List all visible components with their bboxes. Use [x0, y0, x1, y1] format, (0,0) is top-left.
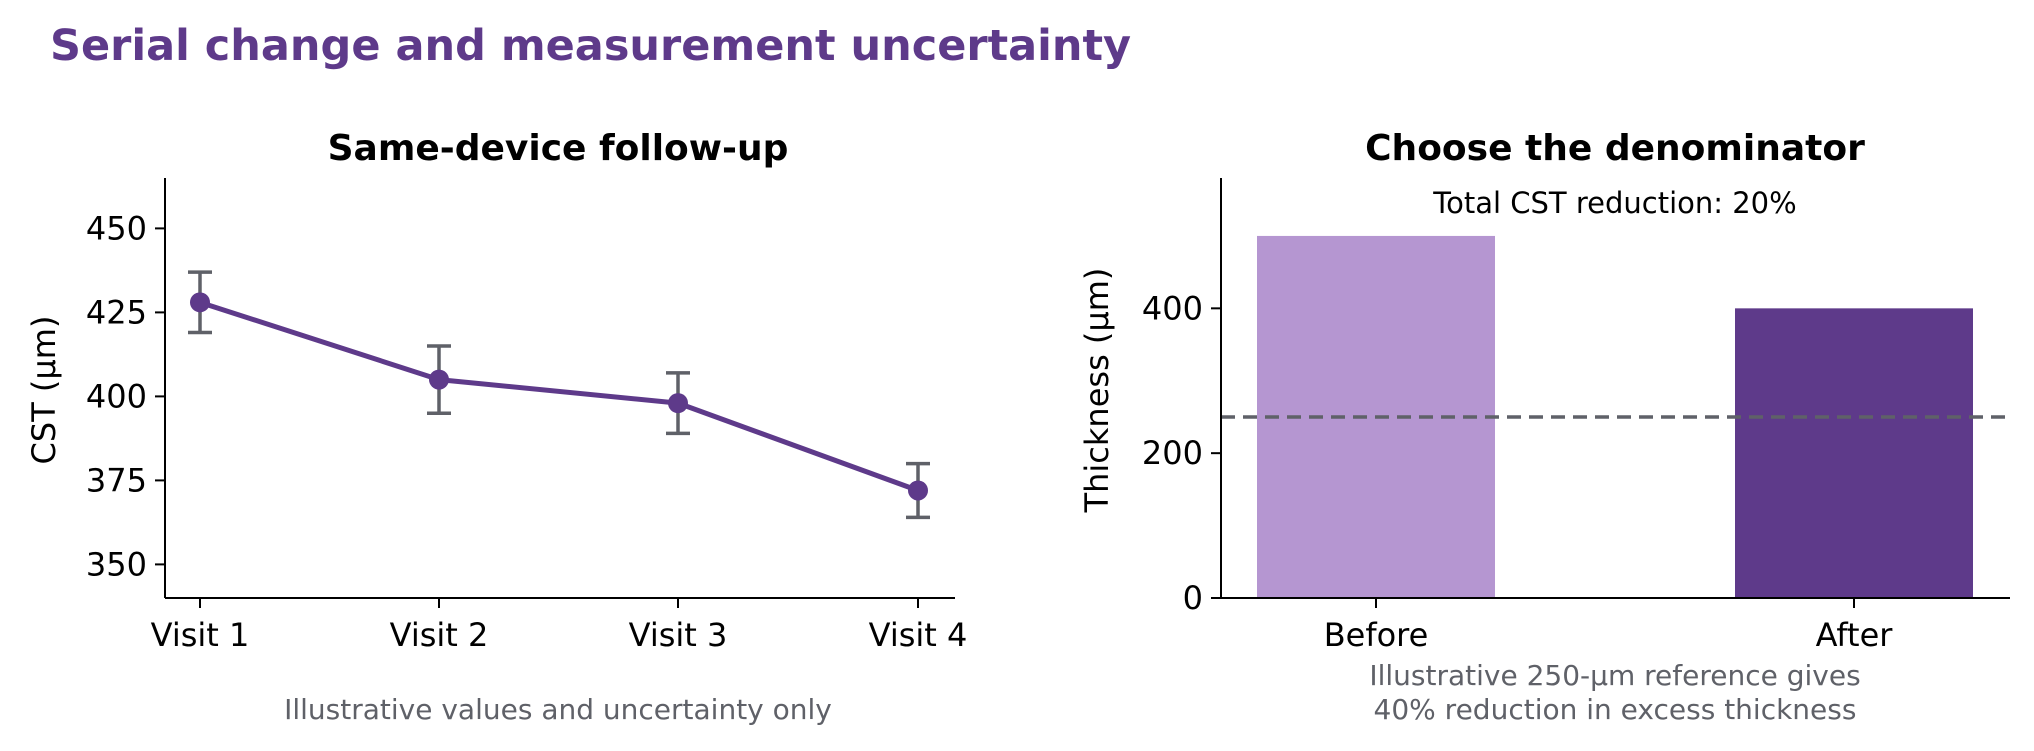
y-tick-label: 400 — [86, 377, 147, 415]
x-tick-label: After — [1816, 616, 1894, 654]
reduction-annotation: Total CST reduction: 20% — [1432, 186, 1796, 220]
data-point — [429, 369, 449, 390]
figure-title: Serial change and measurement uncertaint… — [50, 21, 1131, 71]
x-tick-label: Visit 1 — [151, 616, 250, 654]
x-tick-label: Before — [1324, 616, 1429, 654]
right-note-line-1: Illustrative 250-µm reference gives — [1369, 659, 1860, 692]
data-point — [668, 393, 688, 414]
y-tick-label: 350 — [86, 545, 147, 583]
y-tick-label: 200 — [1142, 434, 1203, 472]
y-tick-label: 400 — [1142, 289, 1203, 327]
bar-after — [1735, 308, 1973, 598]
left-y-axis-label: CST (µm) — [25, 316, 63, 465]
series-line — [199, 299, 919, 493]
left-series — [188, 270, 930, 520]
left-panel: Same-device follow-up CST (µm) 350 375 400… — [25, 128, 967, 726]
right-note-line-2: 40% reduction in excess thickness — [1374, 693, 1857, 726]
left-chart-title: Same-device follow-up — [328, 128, 789, 169]
x-tick-label: Visit 4 — [869, 616, 968, 654]
right-panel: Choose the denominator Total CST reducti… — [1078, 128, 2010, 726]
right-y-ticks: 0 200 400 — [1142, 289, 1221, 617]
y-tick-label: 0 — [1183, 579, 1203, 617]
x-tick-label: Visit 2 — [390, 616, 489, 654]
y-tick-label: 375 — [86, 461, 147, 499]
right-y-axis-label: Thickness (µm) — [1078, 268, 1116, 514]
y-tick-label: 450 — [86, 209, 147, 247]
left-x-ticks: Visit 1 Visit 2 Visit 3 Visit 4 — [151, 598, 968, 654]
data-point — [908, 480, 928, 501]
left-y-ticks: 350 375 400 425 450 — [86, 209, 165, 583]
left-note: Illustrative values and uncertainty only — [284, 693, 832, 726]
right-chart-title: Choose the denominator — [1365, 128, 1865, 169]
y-tick-label: 425 — [86, 293, 147, 331]
x-tick-label: Visit 3 — [629, 616, 728, 654]
right-x-ticks: Before After — [1324, 598, 1894, 654]
data-point — [190, 292, 210, 313]
